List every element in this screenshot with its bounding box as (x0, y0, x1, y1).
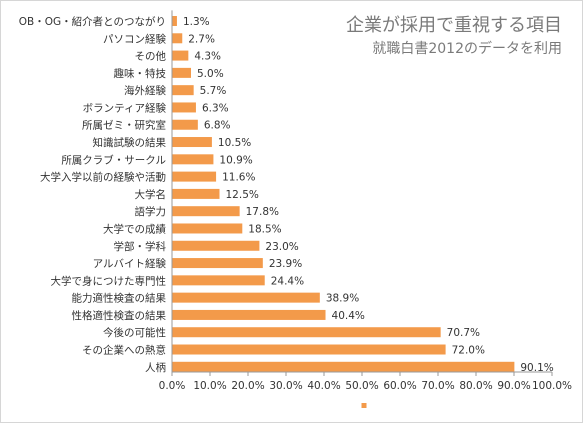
category-label: ボランティア経験 (83, 101, 167, 114)
value-label: 6.8% (204, 120, 231, 132)
bar (172, 50, 189, 61)
value-label: 23.0% (265, 241, 298, 253)
category-label: パソコン経験 (103, 32, 166, 45)
value-label: 70.7% (447, 327, 480, 339)
bar (172, 275, 265, 286)
x-tick-label: 0.0% (159, 380, 186, 392)
category-label: その他 (135, 50, 167, 63)
bar (172, 344, 446, 355)
category-label: 知識試験の結果 (93, 136, 167, 149)
x-tick-label: 50.0% (345, 380, 378, 392)
category-label: 能力適性検査の結果 (72, 292, 167, 305)
value-label: 90.1% (520, 362, 553, 374)
bar (172, 85, 194, 96)
category-label: 性格適性検査の結果 (72, 309, 167, 322)
bar (172, 154, 214, 165)
value-label: 10.9% (219, 154, 252, 166)
bar (172, 67, 191, 78)
category-label: 海外経験 (124, 84, 166, 97)
value-label: 5.0% (197, 68, 224, 80)
bar (172, 102, 196, 113)
value-label: 18.5% (248, 223, 281, 235)
value-label: 17.8% (246, 206, 279, 218)
bar (172, 119, 198, 130)
bar (172, 292, 320, 303)
category-label: 所属クラブ・サークル (61, 153, 166, 166)
bar (172, 309, 326, 320)
x-tick-label: 100.0% (532, 380, 572, 392)
value-label: 72.0% (452, 345, 485, 357)
x-tick-label: 60.0% (383, 380, 416, 392)
bar (172, 258, 263, 269)
value-label: 23.9% (269, 258, 302, 270)
value-label: 40.4% (332, 310, 365, 322)
x-tick-label: 20.0% (231, 380, 264, 392)
category-label: 趣味・特技 (114, 67, 167, 80)
category-label: 大学入学以前の経験や活動 (40, 171, 166, 184)
x-tick-label: 10.0% (193, 380, 226, 392)
category-label: その企業への熱意 (82, 344, 166, 357)
category-label: OB・OG・紹介者とのつながり (19, 15, 166, 28)
value-label: 24.4% (271, 275, 304, 287)
x-tick-label: 30.0% (269, 380, 302, 392)
value-label: 2.7% (188, 33, 215, 45)
chart-subtitle: 就職白書2012のデータを利用 (372, 41, 562, 57)
category-label: 所属ゼミ・研究室 (82, 119, 166, 132)
bar (172, 206, 240, 217)
category-label: 大学名 (135, 188, 167, 201)
category-label: 人柄 (145, 361, 166, 374)
bar (172, 171, 217, 182)
bar (172, 223, 243, 234)
x-tick-label: 40.0% (307, 380, 340, 392)
value-label: 12.5% (226, 189, 259, 201)
x-tick-label: 90.0% (497, 380, 530, 392)
x-tick-label: 70.0% (421, 380, 454, 392)
value-label: 4.3% (194, 51, 221, 63)
category-label: 今後の可能性 (103, 326, 166, 339)
value-label: 1.3% (183, 16, 210, 28)
value-label: 38.9% (326, 293, 359, 305)
value-label: 11.6% (222, 172, 255, 184)
category-label: 大学での成績 (103, 222, 166, 235)
bar (172, 188, 220, 199)
value-label: 5.7% (200, 85, 227, 97)
bar (172, 327, 441, 338)
category-label: アルバイト経験 (93, 257, 167, 270)
bar (172, 33, 183, 44)
value-label: 10.5% (218, 137, 251, 149)
category-label: 大学で身につけた専門性 (51, 274, 167, 287)
chart-title: 企業が採用で重視する項目 (346, 15, 562, 36)
x-tick-label: 80.0% (459, 380, 492, 392)
value-label: 6.3% (202, 102, 229, 114)
bar (172, 361, 515, 372)
category-label: 学部・学科 (114, 240, 167, 253)
bar (172, 240, 260, 251)
bar (172, 137, 212, 148)
bar (172, 16, 177, 26)
category-label: 語学力 (135, 205, 167, 218)
legend-swatch (361, 403, 367, 408)
